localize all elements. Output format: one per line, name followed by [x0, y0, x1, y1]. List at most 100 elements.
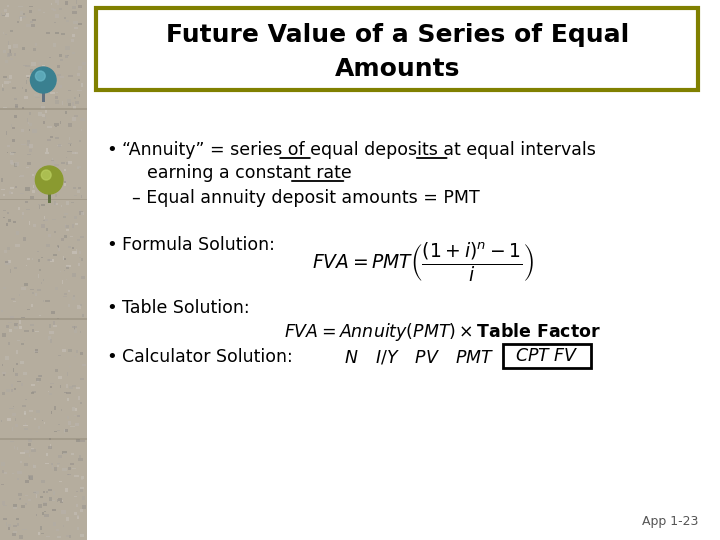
Bar — [10, 58, 13, 60]
Bar — [43, 122, 45, 124]
Bar — [80, 509, 83, 512]
Bar — [17, 324, 18, 327]
Bar — [12, 427, 14, 431]
Circle shape — [35, 71, 45, 81]
Bar — [14, 417, 17, 421]
Bar — [3, 374, 5, 376]
Bar — [44, 514, 48, 517]
Bar — [51, 9, 55, 10]
Bar — [22, 107, 24, 109]
Bar — [67, 151, 72, 152]
Bar — [6, 223, 8, 226]
Bar — [80, 535, 84, 537]
Bar — [58, 355, 61, 356]
Bar — [55, 32, 59, 34]
Bar — [1, 470, 4, 473]
Text: •: • — [107, 141, 117, 159]
Bar — [25, 399, 27, 400]
Bar — [14, 44, 18, 48]
Bar — [52, 219, 56, 220]
Bar — [64, 17, 66, 19]
Bar — [76, 350, 78, 353]
Bar — [32, 292, 34, 294]
Bar — [38, 9, 41, 11]
Bar — [24, 413, 26, 414]
Bar — [22, 16, 25, 18]
Bar — [32, 185, 34, 188]
Bar — [68, 305, 71, 307]
Bar — [43, 503, 48, 505]
Bar — [68, 143, 73, 144]
Bar — [66, 46, 70, 50]
Text: •: • — [107, 299, 117, 317]
Bar — [72, 6, 76, 9]
Bar — [33, 465, 36, 468]
Bar — [14, 53, 16, 56]
Bar — [0, 0, 86, 540]
Bar — [45, 110, 47, 113]
Bar — [71, 235, 73, 237]
Bar — [42, 300, 45, 302]
Bar — [11, 384, 13, 387]
Bar — [42, 420, 43, 421]
Bar — [43, 171, 45, 174]
Bar — [0, 438, 86, 440]
Bar — [80, 440, 84, 442]
Bar — [68, 103, 71, 106]
Bar — [38, 426, 40, 429]
Bar — [33, 48, 36, 51]
Bar — [73, 356, 76, 357]
Bar — [31, 392, 35, 394]
Bar — [42, 511, 45, 515]
Bar — [3, 32, 4, 35]
Bar — [6, 53, 10, 57]
Bar — [50, 463, 53, 465]
Bar — [24, 411, 27, 415]
Circle shape — [41, 170, 51, 180]
Bar — [69, 137, 71, 140]
Bar — [66, 535, 68, 537]
Bar — [68, 90, 71, 91]
Bar — [3, 505, 7, 506]
Bar — [17, 447, 18, 450]
Bar — [68, 289, 71, 292]
Bar — [62, 500, 63, 502]
Bar — [71, 453, 73, 455]
Bar — [73, 295, 75, 297]
Bar — [44, 422, 45, 424]
Bar — [15, 424, 18, 427]
Bar — [16, 349, 19, 354]
Bar — [55, 15, 59, 18]
Bar — [23, 372, 27, 375]
Bar — [11, 124, 12, 126]
Bar — [24, 340, 25, 341]
Bar — [77, 305, 81, 309]
Bar — [29, 454, 30, 457]
Bar — [17, 21, 19, 23]
Bar — [37, 379, 40, 382]
Bar — [16, 517, 19, 520]
Bar — [63, 296, 67, 297]
Bar — [30, 410, 33, 412]
Bar — [74, 415, 76, 416]
Bar — [22, 48, 25, 50]
Bar — [78, 515, 79, 517]
Bar — [72, 247, 74, 249]
Bar — [58, 245, 59, 247]
Text: $\mathit{CPT\ FV}$: $\mathit{CPT\ FV}$ — [515, 347, 579, 365]
Bar — [64, 235, 67, 239]
Text: •: • — [107, 348, 117, 366]
Bar — [36, 494, 37, 498]
Bar — [53, 491, 55, 495]
Bar — [5, 60, 8, 63]
Bar — [20, 471, 22, 474]
Bar — [38, 532, 40, 535]
Bar — [30, 289, 35, 290]
Bar — [27, 443, 32, 446]
Bar — [37, 204, 40, 205]
Bar — [14, 162, 19, 166]
Bar — [79, 93, 80, 97]
Bar — [0, 109, 86, 110]
Bar — [41, 256, 43, 258]
Bar — [31, 24, 35, 26]
